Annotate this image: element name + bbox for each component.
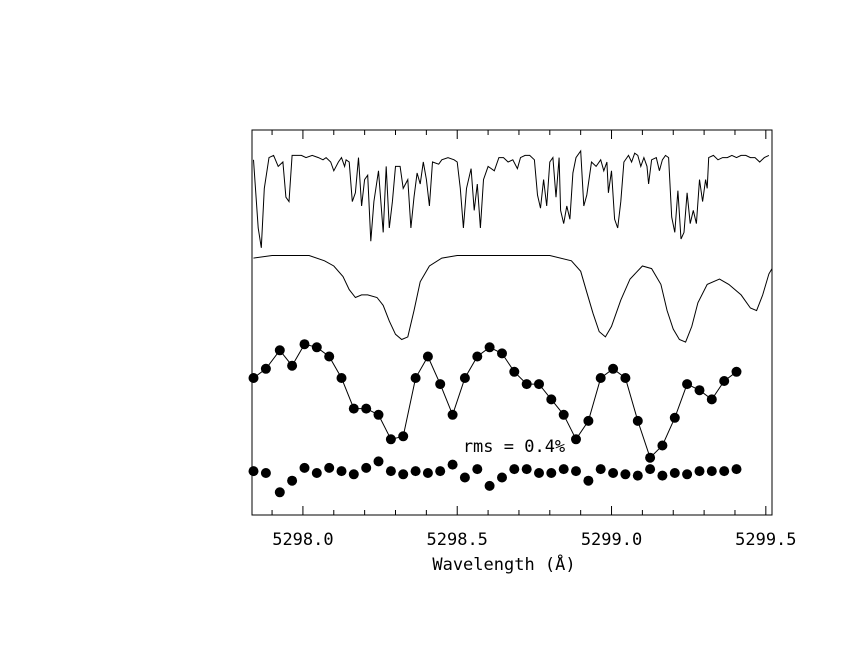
series-3-point — [398, 431, 409, 442]
series-1-line — [253, 149, 770, 248]
series-3-point — [558, 409, 569, 420]
series-3-point — [348, 403, 359, 414]
series-4-point — [694, 466, 705, 477]
series-3-point — [657, 440, 668, 451]
series-3-point — [645, 452, 656, 463]
series-3-point — [287, 360, 298, 371]
series-4-point — [571, 466, 581, 477]
series-3-point — [422, 351, 433, 362]
series-4-point — [657, 470, 668, 481]
series-3-point — [571, 434, 581, 445]
series-4-point — [311, 468, 322, 478]
series-4-point — [534, 468, 544, 478]
series-4-point — [509, 464, 520, 475]
series-3-point — [608, 363, 619, 374]
series-3-point — [410, 373, 421, 383]
series-4-point — [422, 468, 433, 478]
x-tick-label: 5298.0 — [272, 530, 333, 550]
series-3-point — [521, 379, 532, 390]
series-3-point — [385, 434, 396, 445]
series-4-point — [410, 466, 421, 477]
series-3-point — [324, 351, 335, 362]
series-4-point — [497, 472, 507, 483]
series-4-point — [459, 472, 470, 483]
series-4-point — [348, 469, 359, 480]
plot-frame — [251, 129, 773, 516]
x-axis-ticks — [271, 130, 767, 515]
series-4-point — [472, 464, 483, 475]
series-4-point — [260, 468, 271, 478]
series-4-point — [669, 468, 680, 478]
series-3-point — [472, 351, 483, 362]
series-3-point — [447, 409, 458, 420]
series-3-point — [682, 379, 693, 390]
series-3-point — [583, 415, 594, 426]
x-tick-label: 5298.5 — [427, 530, 488, 550]
series-3-point — [706, 394, 717, 405]
series-layer — [248, 149, 773, 498]
series-4-point — [682, 469, 693, 480]
x-tick-label: 5299.0 — [581, 530, 642, 550]
series-4-point — [361, 462, 372, 473]
series-3-point — [260, 363, 271, 374]
series-4-point — [731, 464, 742, 475]
series-3-point — [311, 342, 322, 353]
series-3-point — [484, 342, 495, 353]
series-4-point — [608, 468, 619, 478]
series-4-point — [645, 464, 656, 475]
series-4-point — [719, 466, 730, 477]
series-3-point — [620, 373, 631, 383]
series-3-point — [336, 373, 347, 383]
series-3-point — [459, 373, 470, 383]
x-tick-label: 5299.5 — [735, 530, 796, 550]
series-3-point — [632, 415, 643, 426]
series-3-point — [731, 366, 742, 377]
series-4-point — [435, 466, 446, 477]
series-3-point — [534, 379, 544, 390]
series-3-point — [299, 339, 310, 350]
series-4-point — [287, 475, 298, 486]
series-4-point — [299, 462, 310, 473]
series-4-point — [385, 466, 396, 477]
series-4-point — [620, 469, 631, 480]
series-4-point — [546, 468, 557, 478]
series-4-point — [632, 470, 643, 481]
series-3-point — [509, 366, 520, 377]
series-3-point — [435, 379, 446, 390]
series-4-point — [706, 466, 717, 477]
series-3-point — [669, 412, 680, 423]
x-axis-label: Wavelength (Å) — [432, 553, 575, 575]
series-3-point — [694, 385, 705, 396]
series-4-point — [583, 475, 594, 486]
series-4-point — [558, 464, 569, 475]
series-4-point — [248, 466, 259, 477]
series-4-point — [324, 462, 335, 473]
x-axis-tick-labels: 5298.0 5298.5 5299.0 5299.5 — [272, 530, 796, 550]
series-4-point — [521, 464, 532, 475]
series-3-point — [248, 373, 259, 383]
series-3-point — [274, 345, 285, 356]
series-4-point — [595, 464, 606, 475]
series-4-point — [447, 459, 458, 470]
series-3-line — [253, 343, 737, 459]
series-3-point — [373, 409, 384, 420]
series-3-point — [361, 403, 372, 414]
rms-annotation: rms = 0.4% — [463, 437, 565, 457]
series-3-point — [546, 394, 557, 405]
series-3-point — [497, 348, 507, 359]
series-4-point — [336, 466, 347, 477]
series-3-point — [719, 376, 730, 386]
series-3-point — [595, 373, 606, 383]
series-2-line — [253, 255, 773, 343]
series-4-point — [274, 487, 285, 498]
series-4-point — [398, 469, 409, 480]
series-4-point — [484, 480, 495, 491]
series-4-point — [373, 456, 384, 467]
